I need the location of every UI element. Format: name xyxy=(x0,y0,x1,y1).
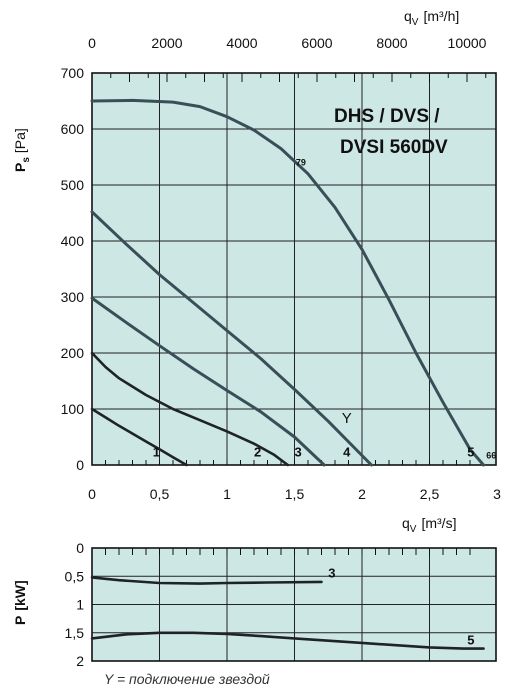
x-tick-label: 0 xyxy=(88,486,96,502)
top-axis-title: qV [m³/h] xyxy=(404,8,459,28)
flow-axis-title: qV [m³/s] xyxy=(402,515,456,535)
y-tick-label: 600 xyxy=(61,121,85,137)
power-y-tick-label: 1,5 xyxy=(65,625,85,641)
power-y-tick-label: 0 xyxy=(76,540,84,556)
power-axis-symbol: P xyxy=(12,616,28,625)
power-top-ticks xyxy=(91,548,471,555)
curve-label-2: 2 xyxy=(254,445,261,460)
pressure-y-tick-labels: 0 100 200 300 400 500 600 700 xyxy=(61,65,85,473)
pressure-curve-labels: 1 2 3 4 5 79 66 xyxy=(153,157,496,460)
pressure-axis-unit: [Pa] xyxy=(12,128,28,153)
curve-3 xyxy=(90,296,326,467)
power-y-tick-labels: 0 0,5 1 1,5 2 xyxy=(65,540,85,669)
flow-axis-sub: V xyxy=(410,524,417,535)
y-tick-label: 500 xyxy=(61,177,85,193)
flow-x-tick-labels: 0 0,5 1 1,5 2 2,5 3 xyxy=(88,486,501,502)
y-tick-label: 100 xyxy=(61,401,85,417)
y-tick-label: 400 xyxy=(61,233,85,249)
top-tick-label: 8000 xyxy=(376,35,407,51)
power-curve-label-5: 5 xyxy=(467,633,474,648)
y-tick-label: 0 xyxy=(76,457,84,473)
power-y-tick-label: 2 xyxy=(76,653,84,669)
power-y-tick-label: 1 xyxy=(76,597,84,613)
top-tick-label: 0 xyxy=(88,35,96,51)
top-axis-unit: [m³/h] xyxy=(423,8,459,24)
y-tick-label: 200 xyxy=(61,345,85,361)
pressure-grid xyxy=(92,73,496,465)
power-curve-3 xyxy=(90,576,323,585)
curve-5 xyxy=(90,98,485,467)
curve-label-1: 1 xyxy=(153,445,160,460)
flow-axis-unit: [m³/s] xyxy=(421,515,456,531)
x-tick-label: 0,5 xyxy=(150,486,170,502)
power-plot: 35 00,511,52 P[kW] xyxy=(12,540,497,669)
curve-label-5: 5 xyxy=(467,445,474,460)
curve-label-3: 3 xyxy=(295,445,302,460)
power-y-tick-label: 0,5 xyxy=(65,568,85,584)
pressure-axis-title: Ps [Pa] xyxy=(12,128,32,172)
power-curves xyxy=(90,576,485,650)
power-grid xyxy=(92,548,496,661)
top-tick-label: 2000 xyxy=(151,35,182,51)
curve-4 xyxy=(90,210,373,467)
pressure-axis-symbol: P xyxy=(12,163,28,172)
top-tick-label: 6000 xyxy=(301,35,332,51)
pressure-plot: 1 2 3 4 5 79 66 0 100 200 300 400 500 600 700 0 0,5 1 1,… xyxy=(12,8,501,535)
x-tick-label: 1,5 xyxy=(285,486,305,502)
curve-2 xyxy=(90,351,290,467)
star-connection-marker: Y xyxy=(342,410,352,427)
curve-label-4: 4 xyxy=(343,445,351,460)
y-tick-label: 700 xyxy=(61,65,85,81)
power-plot-frame xyxy=(91,547,497,662)
power-curve-5 xyxy=(90,631,485,650)
footnote: Y = подключение звездой xyxy=(104,671,270,687)
pressure-curves xyxy=(90,98,485,467)
chart-title-line1: DHS / DVS / xyxy=(334,106,440,127)
curve-1 xyxy=(90,407,188,467)
y-tick-label: 300 xyxy=(61,289,85,305)
efficiency-label: 66 xyxy=(486,450,496,460)
top-tick-label: 10000 xyxy=(448,35,487,51)
power-curve-label-3: 3 xyxy=(328,565,335,580)
flow-axis-symbol: q xyxy=(402,515,410,531)
power-axis-unit: [kW] xyxy=(12,580,28,610)
flow-top-tick-labels: 0 2000 4000 6000 8000 10000 xyxy=(88,35,487,51)
top-axis-symbol: q xyxy=(404,8,412,24)
chart-title-line2: DVSI 560DV xyxy=(340,137,448,158)
x-tick-label: 3 xyxy=(493,486,501,502)
pressure-axis-sub: s xyxy=(21,157,32,163)
efficiency-label: 79 xyxy=(296,157,306,167)
pressure-plot-frame xyxy=(91,72,497,466)
power-curve-labels: 35 xyxy=(328,565,474,647)
power-axis-title: P [kW] xyxy=(12,580,28,625)
x-tick-label: 2,5 xyxy=(420,486,440,502)
x-tick-label: 1 xyxy=(223,486,231,502)
top-axis-sub: V xyxy=(412,17,419,28)
x-tick-label: 2 xyxy=(358,486,366,502)
top-tick-label: 4000 xyxy=(226,35,257,51)
